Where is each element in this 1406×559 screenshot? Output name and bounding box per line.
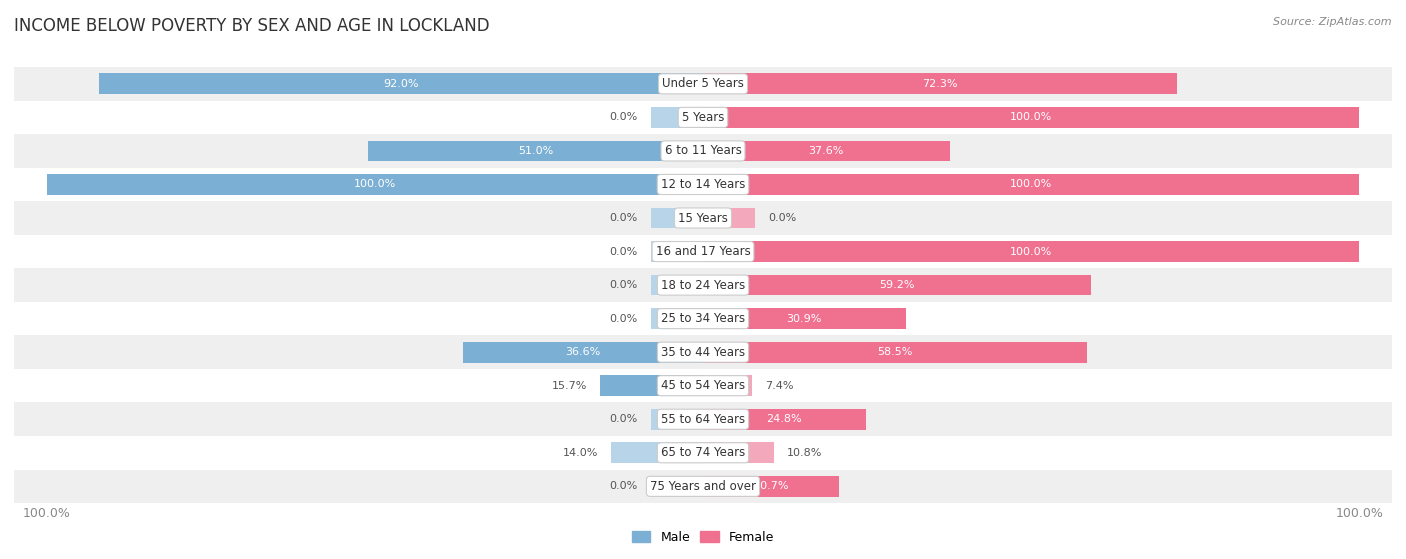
Bar <box>703 476 839 497</box>
Text: 12 to 14 Years: 12 to 14 Years <box>661 178 745 191</box>
Text: 45 to 54 Years: 45 to 54 Years <box>661 379 745 392</box>
Bar <box>703 140 949 162</box>
Bar <box>651 274 703 296</box>
Text: 10.8%: 10.8% <box>787 448 823 458</box>
Text: 15.7%: 15.7% <box>551 381 586 391</box>
Bar <box>14 369 1392 402</box>
Text: 36.6%: 36.6% <box>565 347 600 357</box>
Bar <box>651 241 703 262</box>
Text: 24.8%: 24.8% <box>766 414 803 424</box>
Bar <box>703 73 1177 94</box>
Text: 92.0%: 92.0% <box>384 79 419 89</box>
Bar <box>703 342 1087 363</box>
Text: Source: ZipAtlas.com: Source: ZipAtlas.com <box>1274 17 1392 27</box>
Text: 72.3%: 72.3% <box>922 79 957 89</box>
Bar <box>703 174 1360 195</box>
Bar <box>703 107 1360 128</box>
Bar <box>703 375 752 396</box>
Text: 18 to 24 Years: 18 to 24 Years <box>661 278 745 292</box>
Text: 0.0%: 0.0% <box>609 213 637 223</box>
Text: 25 to 34 Years: 25 to 34 Years <box>661 312 745 325</box>
Bar <box>600 375 703 396</box>
Bar <box>14 201 1392 235</box>
Text: Under 5 Years: Under 5 Years <box>662 77 744 91</box>
Bar <box>703 409 866 430</box>
Text: 16 and 17 Years: 16 and 17 Years <box>655 245 751 258</box>
Bar <box>14 134 1392 168</box>
Text: 14.0%: 14.0% <box>562 448 598 458</box>
Bar <box>14 235 1392 268</box>
Text: 100.0%: 100.0% <box>354 179 396 190</box>
Bar <box>14 67 1392 101</box>
Text: 0.0%: 0.0% <box>609 280 637 290</box>
Bar <box>651 476 703 497</box>
Text: 7.4%: 7.4% <box>765 381 793 391</box>
Bar <box>703 207 755 229</box>
Bar <box>14 335 1392 369</box>
Bar <box>703 442 773 463</box>
Bar <box>651 107 703 128</box>
Text: 59.2%: 59.2% <box>880 280 915 290</box>
Text: 0.0%: 0.0% <box>609 414 637 424</box>
Bar <box>14 436 1392 470</box>
Bar <box>703 308 905 329</box>
Text: 6 to 11 Years: 6 to 11 Years <box>665 144 741 158</box>
Bar <box>100 73 703 94</box>
Text: 0.0%: 0.0% <box>609 247 637 257</box>
Bar <box>14 402 1392 436</box>
Bar <box>703 274 1091 296</box>
Text: 100.0%: 100.0% <box>1010 179 1052 190</box>
Bar <box>14 268 1392 302</box>
Text: 37.6%: 37.6% <box>808 146 844 156</box>
Bar <box>703 241 1360 262</box>
Text: 20.7%: 20.7% <box>754 481 789 491</box>
Bar <box>46 174 703 195</box>
Text: 58.5%: 58.5% <box>877 347 912 357</box>
Text: 0.0%: 0.0% <box>609 112 637 122</box>
Bar <box>14 101 1392 134</box>
Text: 100.0%: 100.0% <box>1010 112 1052 122</box>
Text: 65 to 74 Years: 65 to 74 Years <box>661 446 745 459</box>
Text: 5 Years: 5 Years <box>682 111 724 124</box>
Text: 35 to 44 Years: 35 to 44 Years <box>661 345 745 359</box>
Bar <box>463 342 703 363</box>
Text: 100.0%: 100.0% <box>1010 247 1052 257</box>
Bar <box>612 442 703 463</box>
Text: 15 Years: 15 Years <box>678 211 728 225</box>
Bar <box>14 302 1392 335</box>
Text: 0.0%: 0.0% <box>609 314 637 324</box>
Bar <box>651 409 703 430</box>
Legend: Male, Female: Male, Female <box>627 526 779 549</box>
Bar <box>14 168 1392 201</box>
Text: 0.0%: 0.0% <box>769 213 797 223</box>
Text: 51.0%: 51.0% <box>517 146 554 156</box>
Bar <box>651 308 703 329</box>
Bar <box>651 207 703 229</box>
Text: 0.0%: 0.0% <box>609 481 637 491</box>
Text: 55 to 64 Years: 55 to 64 Years <box>661 413 745 426</box>
Text: 30.9%: 30.9% <box>787 314 823 324</box>
Bar <box>368 140 703 162</box>
Bar <box>14 470 1392 503</box>
Text: 75 Years and over: 75 Years and over <box>650 480 756 493</box>
Text: INCOME BELOW POVERTY BY SEX AND AGE IN LOCKLAND: INCOME BELOW POVERTY BY SEX AND AGE IN L… <box>14 17 489 35</box>
